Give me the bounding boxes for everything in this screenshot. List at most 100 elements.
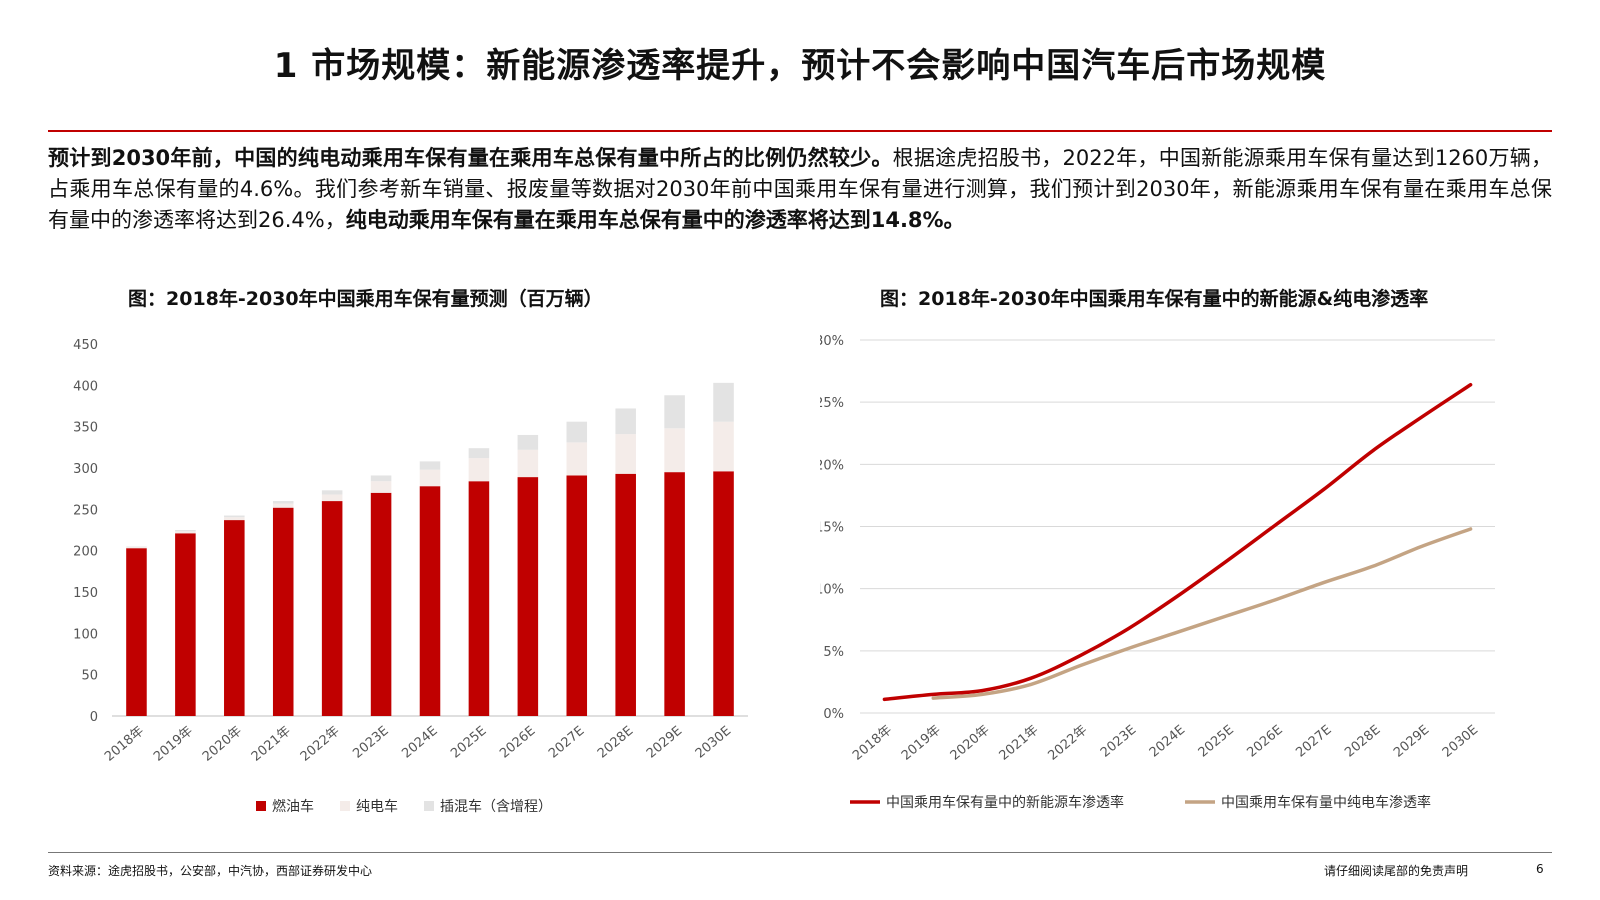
bar-fuel <box>419 486 441 716</box>
bar-bev <box>370 481 392 493</box>
bar-phev <box>419 461 441 470</box>
x-tick-label: 2026E <box>497 724 538 762</box>
summary-bold-lead: 预计到2030年前，中国的纯电动乘用车保有量在乘用车总保有量中所占的比例仍然较少… <box>48 146 893 170</box>
bar-phev <box>468 448 490 459</box>
penetration-line-chart: 0%5%10%15%20%25%30%2018年2019年2020年2021年2… <box>820 334 1495 811</box>
x-tick-label: 2030E <box>1440 723 1481 761</box>
bar-bev <box>126 546 147 549</box>
bar-bev <box>175 531 196 534</box>
y-tick-label: 450 <box>73 338 98 353</box>
slide-title: 1 市场规模：新能源渗透率提升，预计不会影响中国汽车后市场规模 <box>273 46 1327 86</box>
legend-swatch <box>424 801 434 811</box>
bar-phev <box>664 395 685 429</box>
y-tick-label: 250 <box>73 503 98 518</box>
y-tick-label: 0% <box>823 707 844 722</box>
bar-phev <box>370 475 392 482</box>
bar-fuel <box>321 501 343 716</box>
bar-bev <box>272 503 294 508</box>
bar-phev <box>224 515 245 518</box>
page-number: 6 <box>1536 862 1544 876</box>
y-tick-label: 200 <box>73 545 98 560</box>
bar-bev <box>566 442 588 476</box>
y-tick-label: 150 <box>73 586 98 601</box>
bar-fuel <box>126 548 147 716</box>
bar-bev <box>224 517 245 521</box>
bar-fuel <box>370 492 392 716</box>
x-tick-label: 2021年 <box>249 724 294 765</box>
left-chart-title: 图：2018年-2030年中国乘用车保有量预测（百万辆） <box>128 288 603 310</box>
x-tick-label: 2019年 <box>899 723 944 764</box>
legend-label: 纯电车 <box>356 798 398 815</box>
legend-swatch <box>256 801 266 811</box>
bar-fuel <box>272 507 294 716</box>
bar-fuel <box>713 471 734 716</box>
bar-fuel <box>175 533 196 716</box>
bar-phev <box>175 530 196 532</box>
vehicle-stock-bar-chart: 0 50 100 150 200 250 300 350 400 450 2018年 2019年 202… <box>73 338 748 815</box>
x-tick-label: 2024E <box>1147 723 1188 761</box>
bar-fuel <box>664 472 685 716</box>
y-tick-label: 400 <box>73 379 98 394</box>
x-tick-label: 2028E <box>595 724 636 762</box>
summary-paragraph: 预计到2030年前，中国的纯电动乘用车保有量在乘用车总保有量中所占的比例仍然较少… <box>48 143 1552 236</box>
x-tick-label: 2019年 <box>151 724 196 765</box>
bar-phev <box>272 501 294 504</box>
bar-fuel <box>566 475 588 716</box>
bar-fuel <box>468 481 490 716</box>
y-tick-label: 300 <box>73 462 98 477</box>
y-tick-label: 0 <box>90 710 98 725</box>
x-tick-label: 2029E <box>644 724 685 762</box>
bev-penetration-line <box>931 527 1473 700</box>
x-tick-label: 2030E <box>693 724 734 762</box>
legend-swatch <box>340 801 350 811</box>
bar-bev <box>615 434 636 474</box>
source-note: 资料来源：途虎招股书，公安部，中汽协，西部证券研发中心 <box>48 864 373 878</box>
bar-bev <box>664 428 685 473</box>
x-tick-label: 2018年 <box>102 724 147 765</box>
x-tick-label: 2025E <box>448 724 489 762</box>
legend-label: 插混车（含增程） <box>440 798 552 815</box>
legend-label: 中国乘用车保有量中纯电车渗透率 <box>1221 794 1431 811</box>
x-tick-label: 2022年 <box>298 724 343 765</box>
bar-bev <box>419 469 441 487</box>
x-tick-label: 2024E <box>399 724 440 762</box>
x-tick-label: 2028E <box>1342 723 1383 761</box>
y-tick-label: 20% <box>820 458 844 473</box>
y-tick-label: 100 <box>73 627 98 642</box>
x-tick-label: 2021年 <box>997 723 1042 764</box>
bar-fuel <box>224 520 245 716</box>
bar-phev <box>517 434 539 450</box>
y-tick-label: 350 <box>73 421 98 436</box>
legend-label: 中国乘用车保有量中的新能源车渗透率 <box>886 794 1124 811</box>
summary-body: 根据途虎招股书，2022年，中国新能源乘用车保有量达到1260万辆，占乘用车总保… <box>48 146 1552 232</box>
x-tick-label: 2027E <box>1293 723 1334 761</box>
bar-phev <box>615 408 636 435</box>
bar-bev <box>517 449 539 478</box>
x-tick-label: 2023E <box>350 724 391 762</box>
x-tick-label: 2022年 <box>1045 723 1090 764</box>
y-tick-label: 50 <box>81 669 98 684</box>
x-tick-label: 2020年 <box>948 723 993 764</box>
nev-penetration-line <box>882 383 1473 702</box>
bar-fuel <box>517 477 539 716</box>
x-tick-label: 2018年 <box>850 723 895 764</box>
bar-bev <box>713 421 734 472</box>
bar-phev <box>713 382 734 422</box>
right-chart-title: 图：2018年-2030年中国乘用车保有量中的新能源&纯电渗透率 <box>880 288 1429 310</box>
summary-bold-conclusion: 纯电动乘用车保有量在乘用车总保有量中的渗透率将达到14.8%。 <box>345 208 965 232</box>
y-tick-label: 10% <box>820 583 844 598</box>
x-tick-label: 2023E <box>1098 723 1139 761</box>
x-tick-label: 2026E <box>1244 723 1285 761</box>
y-tick-label: 5% <box>823 645 844 660</box>
bar-fuel <box>615 473 636 716</box>
footer-divider <box>48 852 1552 853</box>
y-tick-label: 30% <box>820 334 844 349</box>
y-tick-label: 25% <box>820 396 844 411</box>
x-tick-label: 2029E <box>1391 723 1432 761</box>
x-tick-label: 2027E <box>546 724 587 762</box>
title-divider <box>48 130 1552 132</box>
y-tick-label: 15% <box>820 521 844 536</box>
bar-phev <box>321 490 343 495</box>
disclaimer-link: 请仔细阅读尾部的免责声明 <box>1324 864 1469 878</box>
legend-label: 燃油车 <box>272 798 314 815</box>
